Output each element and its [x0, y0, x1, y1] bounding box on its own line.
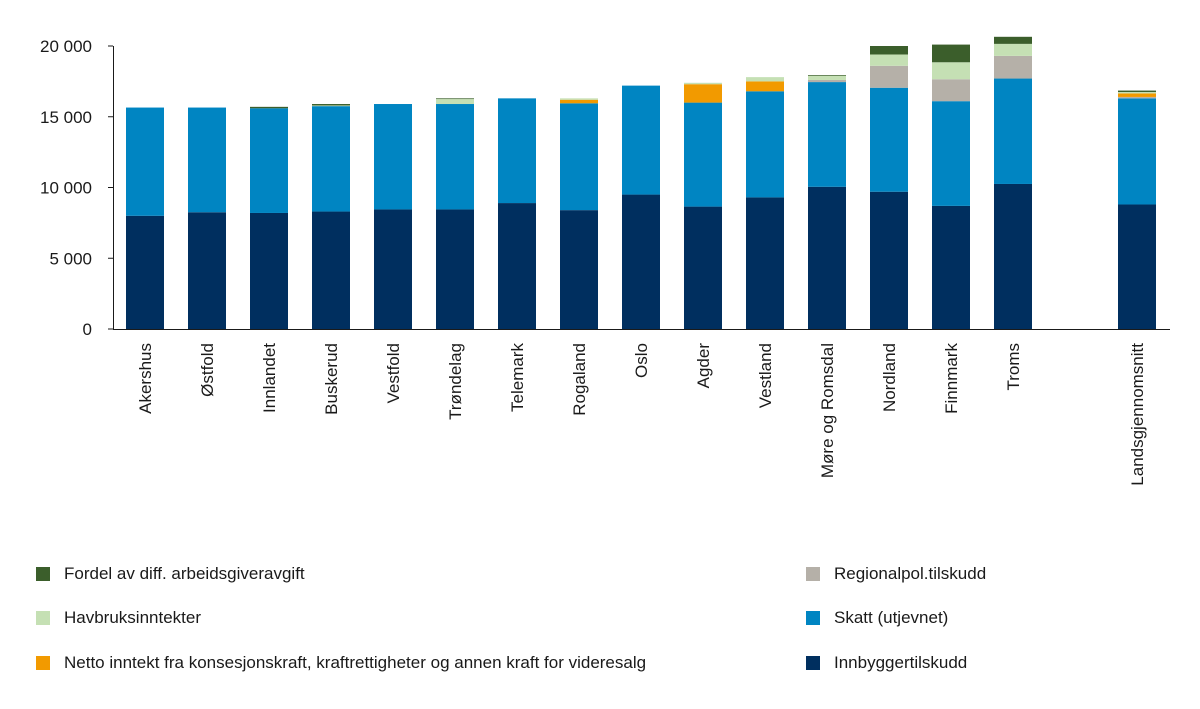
y-tick-label: 0: [83, 320, 92, 339]
bar-segment: [312, 106, 350, 212]
bar-segment: [188, 212, 226, 329]
bar-segment: [436, 99, 474, 105]
x-tick-label: Møre og Romsdal: [818, 343, 837, 478]
bar-segment: [312, 105, 350, 107]
bar-segment: [746, 81, 784, 92]
x-tick-label: Telemark: [508, 343, 527, 412]
bar-segment: [746, 77, 784, 82]
bar-segment: [684, 82, 722, 85]
bar-segment: [498, 203, 536, 329]
bar-segment: [1118, 96, 1156, 99]
y-axis-ticks: 0 5 000 10 000 15 000 20 000: [40, 37, 113, 339]
y-tick-label: 5 000: [49, 249, 92, 268]
bar-segment: [994, 55, 1032, 79]
bar-segment: [870, 46, 908, 55]
bar-segment: [994, 43, 1032, 56]
x-tick-label: Landsgjennomsnitt: [1128, 343, 1147, 486]
bar-segment: [870, 54, 908, 66]
bar-segment: [498, 98, 536, 204]
bar-segment: [560, 103, 598, 211]
bar-segment: [870, 191, 908, 329]
bar-segment: [808, 82, 846, 187]
bar-segment: [932, 44, 970, 63]
bar-segment: [684, 102, 722, 207]
bar-segment: [560, 98, 598, 100]
y-tick-label: 15 000: [40, 108, 92, 127]
bar-segment: [994, 78, 1032, 184]
bar-segment: [250, 106, 288, 109]
bar-segment: [684, 84, 722, 103]
bar-segment: [1118, 93, 1156, 97]
bar-segment: [126, 107, 164, 216]
bar-segment: [994, 36, 1032, 44]
x-tick-label: Rogaland: [570, 343, 589, 416]
bar-segment: [808, 186, 846, 329]
bar-segment: [870, 87, 908, 192]
x-tick-label: Nordland: [880, 343, 899, 412]
bar-segment: [1118, 204, 1156, 329]
bar-segment: [560, 99, 598, 104]
bar-segment: [684, 206, 722, 329]
x-tick-label: Troms: [1004, 343, 1023, 391]
bar-segment: [746, 197, 784, 329]
bar-segment: [808, 75, 846, 76]
y-tick-label: 10 000: [40, 179, 92, 198]
bar-segment: [746, 91, 784, 198]
bar-segment: [436, 98, 474, 100]
x-axis-labels: Akershus Østfold Innlandet Buskerud Vestfold…: [136, 343, 1147, 486]
x-tick-label: Vestfold: [384, 343, 403, 404]
bar-segment: [994, 183, 1032, 329]
bar-segment: [188, 107, 226, 213]
x-tick-label: Innlandet: [260, 343, 279, 413]
x-tick-label: Østfold: [198, 343, 217, 397]
x-tick-label: Agder: [694, 343, 713, 389]
bar-segment: [250, 212, 288, 329]
bar-segment: [250, 108, 288, 213]
bar-segment: [932, 101, 970, 206]
bar-segment: [622, 194, 660, 329]
bar-segment: [312, 211, 350, 329]
x-tick-label: Trøndelag: [446, 343, 465, 420]
bar-segment: [374, 209, 412, 329]
bars: [126, 36, 1156, 329]
x-tick-label: Akershus: [136, 343, 155, 414]
bar-segment: [622, 85, 660, 195]
bar-segment: [374, 104, 412, 210]
x-tick-label: Buskerud: [322, 343, 341, 415]
bar-segment: [560, 210, 598, 329]
bar-segment: [312, 104, 350, 106]
bar-segment: [1118, 90, 1156, 92]
bar-segment: [808, 79, 846, 83]
bar-segment: [932, 62, 970, 80]
bar-segment: [126, 215, 164, 329]
bar-segment: [932, 205, 970, 329]
x-tick-label: Vestland: [756, 343, 775, 408]
bar-segment: [870, 65, 908, 88]
x-tick-label: Oslo: [632, 343, 651, 378]
y-tick-label: 20 000: [40, 37, 92, 56]
x-tick-label: Finnmark: [942, 343, 961, 414]
bar-segment: [1118, 91, 1156, 94]
bar-segment: [436, 209, 474, 329]
bar-segment: [1118, 98, 1156, 205]
bar-segment: [436, 104, 474, 210]
bar-segment: [932, 79, 970, 102]
bar-segment: [808, 75, 846, 80]
